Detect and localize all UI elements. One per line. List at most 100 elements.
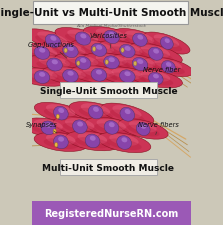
Ellipse shape [34,103,87,124]
Ellipse shape [55,43,86,55]
Ellipse shape [129,70,182,88]
Ellipse shape [120,70,135,83]
Ellipse shape [46,105,75,117]
Circle shape [105,61,108,65]
Ellipse shape [33,120,63,131]
Ellipse shape [63,70,78,83]
Ellipse shape [109,73,146,84]
Circle shape [56,115,59,119]
Ellipse shape [139,50,173,63]
Ellipse shape [55,54,111,74]
Circle shape [64,49,67,53]
Ellipse shape [97,119,126,131]
Ellipse shape [104,56,119,70]
Ellipse shape [120,45,135,58]
Ellipse shape [35,36,71,50]
Circle shape [55,143,58,147]
Ellipse shape [101,104,154,126]
Ellipse shape [69,102,122,123]
Ellipse shape [85,118,138,138]
FancyBboxPatch shape [33,201,190,225]
Ellipse shape [160,38,173,50]
Ellipse shape [144,33,190,55]
Ellipse shape [37,32,68,46]
Ellipse shape [26,56,83,75]
Ellipse shape [154,35,179,48]
Ellipse shape [120,108,135,122]
Ellipse shape [91,69,107,82]
Ellipse shape [54,135,68,149]
Ellipse shape [93,107,99,112]
Ellipse shape [83,54,140,72]
Ellipse shape [129,44,182,65]
Ellipse shape [114,29,166,52]
Circle shape [53,129,56,134]
Circle shape [93,47,96,52]
Ellipse shape [65,60,101,71]
Ellipse shape [77,122,83,127]
Ellipse shape [50,37,56,42]
Ellipse shape [110,110,145,123]
Ellipse shape [14,43,70,64]
Ellipse shape [112,43,142,55]
Ellipse shape [125,110,130,115]
Ellipse shape [47,59,62,72]
Ellipse shape [45,123,52,128]
Ellipse shape [22,118,75,138]
FancyBboxPatch shape [60,160,157,176]
Ellipse shape [53,117,107,137]
Ellipse shape [94,124,129,135]
Ellipse shape [55,68,86,80]
Ellipse shape [63,45,78,58]
Ellipse shape [125,32,154,44]
Ellipse shape [31,124,66,136]
Ellipse shape [109,123,115,128]
Ellipse shape [75,57,91,70]
Ellipse shape [129,121,157,133]
Ellipse shape [109,134,138,146]
Ellipse shape [104,31,119,44]
Ellipse shape [52,60,58,65]
Ellipse shape [68,72,74,76]
Text: Single-Unit Smooth Muscle: Single-Unit Smooth Muscle [39,87,177,96]
Ellipse shape [39,57,70,68]
Ellipse shape [26,45,57,57]
Ellipse shape [81,104,110,116]
Ellipse shape [42,41,99,62]
Ellipse shape [91,44,107,57]
Ellipse shape [109,58,115,63]
FancyBboxPatch shape [60,83,157,99]
Ellipse shape [161,61,175,74]
Ellipse shape [41,122,56,135]
Ellipse shape [83,67,114,78]
Ellipse shape [109,33,115,38]
Ellipse shape [149,48,163,61]
Ellipse shape [97,133,151,153]
Ellipse shape [67,55,98,67]
Ellipse shape [78,133,107,144]
Ellipse shape [96,46,102,50]
Ellipse shape [44,109,78,122]
Ellipse shape [63,123,97,135]
Ellipse shape [118,119,168,140]
Ellipse shape [93,59,130,70]
Ellipse shape [127,125,159,137]
Ellipse shape [104,121,119,135]
Ellipse shape [141,71,170,82]
Circle shape [77,62,80,66]
Circle shape [121,49,124,53]
Ellipse shape [42,67,99,86]
Ellipse shape [107,139,142,151]
Ellipse shape [80,59,86,63]
Ellipse shape [34,71,50,84]
Ellipse shape [52,47,89,60]
Ellipse shape [75,33,91,46]
Ellipse shape [96,29,127,41]
Text: Gap Junctions: Gap Junctions [29,42,74,59]
Ellipse shape [54,107,68,121]
Ellipse shape [71,40,127,61]
Ellipse shape [123,36,157,49]
Ellipse shape [55,28,111,50]
Ellipse shape [80,34,87,39]
Ellipse shape [112,69,143,80]
